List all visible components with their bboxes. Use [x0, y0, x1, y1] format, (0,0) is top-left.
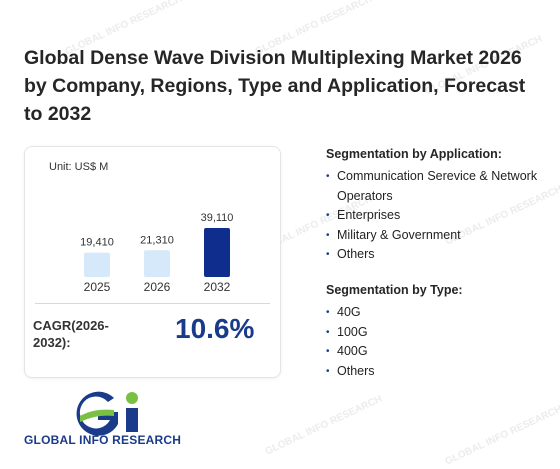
logo-text: GLOBAL INFO RESEARCH: [24, 433, 182, 447]
x-tick-label: 2032: [204, 280, 231, 294]
company-logo: GLOBAL INFO RESEARCH: [24, 390, 194, 450]
bar-value-label: 39,110: [201, 212, 234, 224]
bar-value-label: 21,310: [140, 234, 174, 246]
list-item: 400G: [326, 342, 546, 362]
type-list: 40G 100G 400G Others: [326, 303, 546, 381]
bar-2032: [204, 228, 230, 277]
segmentation-type-title: Segmentation by Type:: [326, 283, 463, 297]
bar-2025: [84, 252, 110, 277]
segmentation-application: Segmentation by Application: Communicati…: [326, 147, 546, 265]
watermark: GLOBAL INFO RESEARCH: [263, 393, 384, 458]
chart-card: Unit: US$ M 19,410 2025 21,310 2026 39,110 20…: [24, 146, 281, 378]
page-title: Global Dense Wave Division Multiplexing …: [24, 47, 526, 125]
list-item: Military & Government: [326, 226, 546, 246]
list-item: Enterprises: [326, 206, 546, 226]
watermark: GLOBAL INFO RESEARCH: [443, 403, 560, 468]
cagr-value: 10.6%: [175, 313, 255, 344]
logo-mark-icon: [76, 391, 138, 436]
unit-label: Unit: US$ M: [49, 161, 109, 173]
segmentation-type: Segmentation by Type: 40G 100G 400G Othe…: [326, 283, 546, 381]
x-tick-label: 2025: [84, 280, 111, 294]
application-list: Communication Serevice & Network Operato…: [326, 167, 546, 265]
list-item: Communication Serevice & Network Operato…: [326, 167, 546, 206]
list-item: Others: [326, 362, 546, 382]
divider: [35, 303, 270, 304]
bar-2026: [144, 250, 170, 277]
list-item: 40G: [326, 303, 546, 323]
x-tick-label: 2026: [144, 280, 171, 294]
bar-chart: 19,410 2025 21,310 2026 39,110 2032: [80, 212, 234, 294]
cagr-label: CAGR(2026-2032):: [33, 318, 109, 350]
segmentation-application-title: Segmentation by Application:: [326, 147, 502, 161]
bar-value-label: 19,410: [80, 237, 114, 249]
list-item: Others: [326, 245, 546, 265]
list-item: 100G: [326, 323, 546, 343]
